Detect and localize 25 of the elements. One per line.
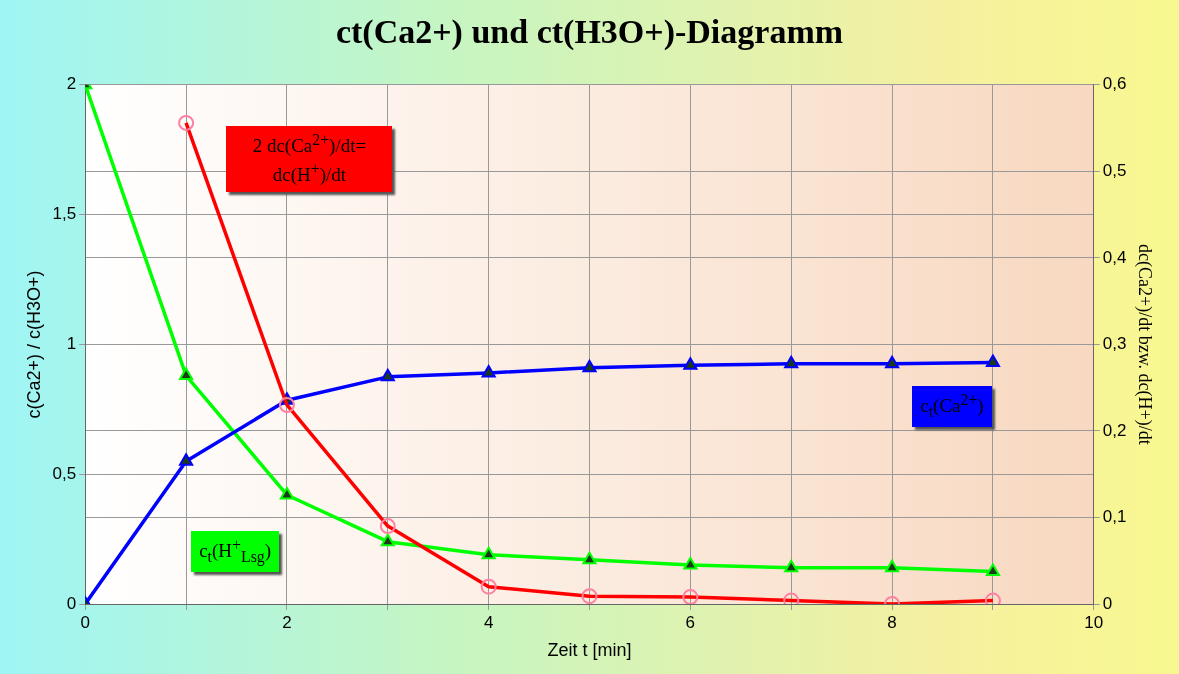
x-tick-label: 0 — [80, 612, 90, 632]
y-axis-title: c(Ca2+) / c(H3O+) — [23, 270, 44, 419]
chart-title: ct(Ca2+) und ct(H3O+)-Diagramm — [335, 13, 844, 52]
y2-tick-label: 0 — [1102, 593, 1113, 613]
y2-tick-label: 0,5 — [1102, 161, 1127, 181]
x-tick-label: 8 — [887, 612, 897, 632]
y-tick-label: 2 — [66, 74, 77, 94]
y2-tick-label: 0,1 — [1102, 507, 1127, 527]
y2-tick-label: 0,4 — [1102, 247, 1127, 267]
x-tick-label: 6 — [685, 612, 696, 632]
x-tick-label: 2 — [282, 612, 292, 632]
series-label: c$_{t}$(Ca$^{2+}$) — [912, 385, 992, 427]
y2-tick-label: 0,3 — [1102, 334, 1127, 354]
text: c$_{t}$(H$^{+}$$_{Lsg}$) — [191, 531, 280, 572]
y-tick-label: 1,5 — [52, 204, 77, 224]
y-tick-label: 1 — [66, 334, 77, 354]
y2-tick-label: 0,2 — [1102, 420, 1127, 440]
x-tick-label: 10 — [1084, 612, 1104, 632]
x-axis-title: Zeit t [min] — [547, 640, 632, 661]
y-tick-label: 0 — [66, 593, 77, 613]
y2-axis-title: dc(Ca2+)/dt bzw. dc(H+)/dt — [1134, 244, 1156, 445]
text: 2 dc(Ca$^{2+}$)/dt= dc(H$^{+}$)/dt — [226, 126, 393, 193]
y-tick-label: 0,5 — [52, 463, 77, 483]
x-tick-label: 4 — [483, 612, 494, 632]
y2-tick-label: 0,6 — [1102, 74, 1127, 94]
